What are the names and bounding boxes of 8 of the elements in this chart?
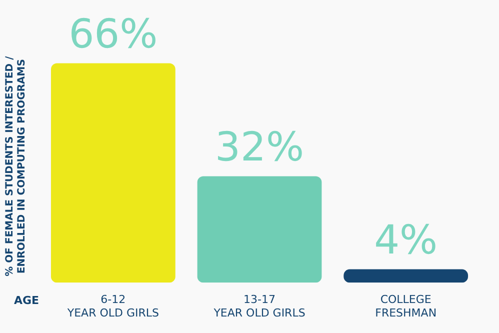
- x-tick-label: 6-12 YEAR OLD GIRLS: [66, 293, 159, 320]
- y-axis-title: % OF FEMALE STUDENTS INTERESTED / ENROLLED IN COMPUTING PROGRAMS: [4, 56, 28, 276]
- x-tick-label: 13-17 YEAR OLD GIRLS: [212, 293, 306, 320]
- x-tick-label: COLLEGE FRESHMAN: [375, 293, 437, 320]
- x-axis-title: AGE: [14, 294, 40, 307]
- data-label: 66%: [68, 12, 158, 58]
- data-label: 4%: [374, 218, 438, 264]
- data-label: 32%: [215, 124, 304, 171]
